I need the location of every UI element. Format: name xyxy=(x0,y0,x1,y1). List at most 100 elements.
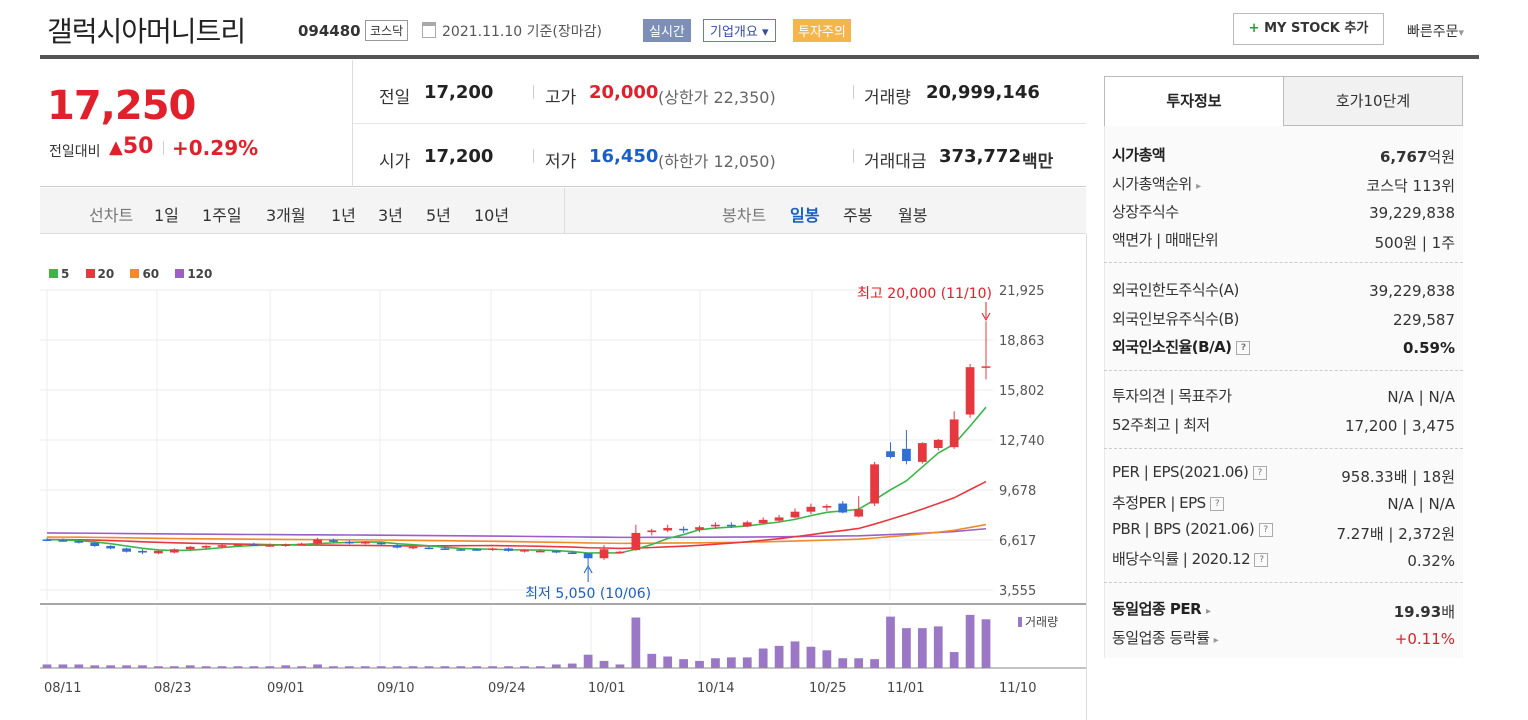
legend-ma60: 60 xyxy=(130,267,159,281)
tab-3m[interactable]: 3개월 xyxy=(266,206,306,225)
low-label: 저가 xyxy=(545,152,577,172)
divider xyxy=(533,149,534,163)
stock-code: 094480 xyxy=(298,22,361,40)
divider xyxy=(1104,582,1463,583)
current-price: 17,250 xyxy=(47,83,196,129)
candle xyxy=(583,553,593,559)
volume-bar xyxy=(631,617,641,668)
header-divider xyxy=(40,55,1479,59)
help-icon[interactable]: ? xyxy=(1258,522,1273,537)
candle xyxy=(392,545,402,548)
company-info-dropdown[interactable]: 기업개요 ▾ xyxy=(703,19,776,42)
candle xyxy=(838,503,848,513)
divider xyxy=(564,188,565,234)
pbr-bps-value: 7.27배 | 2,372원 xyxy=(1336,525,1455,543)
chart-period-bar xyxy=(40,188,1086,234)
tab-weekly[interactable]: 주봉 xyxy=(843,206,873,225)
candle xyxy=(726,524,736,527)
candlestick-chart[interactable]: 21,925 18,863 15,802 12,740 9,678 6,617 3,555 거… xyxy=(0,0,1090,720)
realtime-button[interactable]: 실시간 xyxy=(643,19,691,42)
divider xyxy=(1104,370,1463,371)
candle xyxy=(440,548,450,550)
volume-bar xyxy=(695,660,704,668)
per-eps-value: 958.33배 | 18원 xyxy=(1341,468,1455,486)
volume-bar xyxy=(472,666,482,668)
opinion-value: N/A | N/A xyxy=(1387,388,1455,406)
candle xyxy=(520,550,529,552)
candle xyxy=(488,548,498,550)
volume-bar xyxy=(488,666,498,668)
volume-bar xyxy=(201,666,211,668)
up-triangle-icon: ▲ xyxy=(109,137,123,158)
tab-1w[interactable]: 1주일 xyxy=(202,206,242,225)
industry-change-label[interactable]: 동일업종 등락률 ▸ xyxy=(1112,629,1219,647)
volume-bar xyxy=(886,616,895,668)
candle xyxy=(265,545,275,547)
chevron-down-icon: ▾ xyxy=(761,25,769,40)
par-value-label: 액면가 | 매매단위 xyxy=(1112,231,1219,249)
candle xyxy=(408,546,418,549)
market-cap-rank-label[interactable]: 시가총액순위 ▸ xyxy=(1112,175,1201,193)
x-tick-label: 09/10 xyxy=(377,681,414,696)
prev-close-value: 17,200 xyxy=(424,82,494,103)
divider xyxy=(533,85,534,99)
help-icon[interactable]: ? xyxy=(1236,340,1251,355)
candle xyxy=(933,439,943,449)
tab-10y[interactable]: 10년 xyxy=(474,206,510,225)
tab-investment-info[interactable]: 투자정보 xyxy=(1104,76,1284,126)
ma5-line xyxy=(46,406,987,554)
foreign-ratio-value: 0.59% xyxy=(1402,339,1455,357)
help-icon[interactable]: ? xyxy=(1254,552,1269,567)
quick-order-dropdown[interactable]: 빠른주문▾ xyxy=(1407,21,1464,41)
x-tick-label: 11/01 xyxy=(887,681,924,696)
y-tick-label: 12,740 xyxy=(999,434,1045,449)
candle xyxy=(106,545,116,549)
volume-bar xyxy=(297,666,307,668)
volume-bar xyxy=(329,666,338,668)
candle xyxy=(806,506,816,512)
volume-bar xyxy=(106,665,116,668)
caution-badge: 투자주의 xyxy=(793,19,851,42)
volume-bar xyxy=(870,659,879,668)
foreign-holding-label: 외국인보유주식수(B) xyxy=(1112,310,1239,328)
volume-bar xyxy=(408,666,418,668)
volume-bar xyxy=(535,666,545,668)
tab-1y[interactable]: 1년 xyxy=(331,206,356,225)
industry-per-value: 19.93배 xyxy=(1393,603,1455,621)
volume-bar xyxy=(679,659,688,668)
tab-order-book-10[interactable]: 호가10단계 xyxy=(1283,76,1463,126)
tab-monthly[interactable]: 월봉 xyxy=(898,206,928,225)
calendar-icon xyxy=(422,22,436,38)
per-eps-label: PER | EPS(2021.06) ? xyxy=(1112,463,1267,481)
candle xyxy=(981,366,991,368)
52w-label: 52주최고 | 최저 xyxy=(1112,416,1210,434)
candle xyxy=(742,522,752,527)
volume-bar xyxy=(726,657,736,668)
divider xyxy=(1104,448,1463,449)
volume-bar xyxy=(933,626,943,668)
volume-legend-swatch xyxy=(1018,617,1022,627)
volume-bar xyxy=(456,666,466,668)
tab-1d[interactable]: 1일 xyxy=(154,206,179,225)
chevron-down-icon: ▾ xyxy=(1458,26,1465,39)
candle xyxy=(329,540,338,542)
candle xyxy=(345,541,354,544)
candle xyxy=(647,530,657,533)
volume-bar xyxy=(822,650,832,668)
industry-per-label[interactable]: 동일업종 PER ▸ xyxy=(1112,600,1211,618)
help-icon[interactable]: ? xyxy=(1252,465,1267,480)
high-value: 20,000 xyxy=(589,82,659,103)
add-my-stock-button[interactable]: + MY STOCK 추가 xyxy=(1233,13,1384,45)
tab-daily[interactable]: 일봉 xyxy=(790,206,820,225)
help-icon[interactable]: ? xyxy=(1209,496,1224,511)
y-tick-label: 3,555 xyxy=(999,584,1036,599)
tab-5y[interactable]: 5년 xyxy=(426,206,451,225)
volume-bar xyxy=(360,666,370,668)
volume-bar xyxy=(583,654,593,668)
tab-3y[interactable]: 3년 xyxy=(378,206,403,225)
volume-bar xyxy=(758,648,768,668)
volume-bar xyxy=(185,665,195,668)
candle xyxy=(870,464,879,504)
market-cap-value: 6,767억원 xyxy=(1379,148,1455,166)
volume-bar xyxy=(154,666,163,668)
